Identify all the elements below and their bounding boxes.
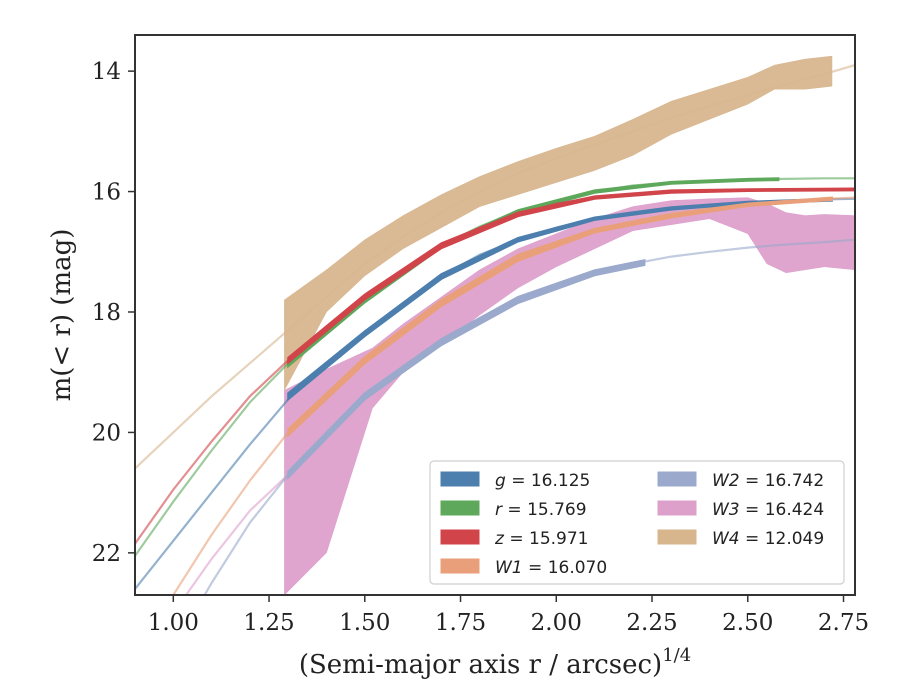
legend-swatch [440,529,480,545]
legend: g = 16.125 r = 15.769 z = 15.971 W1 = 16.07… [429,460,845,585]
legend-item-g: g = 16.125 [440,471,590,491]
axes-frame [134,34,856,596]
legend-symbol: g [495,471,506,491]
legend-symbol: W1 [495,558,523,578]
x-tick-label: 1.50 [339,610,390,636]
legend-label: W4 = 12.049 [712,529,824,549]
legend-swatch [440,558,480,574]
legend-equals: = [740,500,765,520]
series-w2 [203,238,855,595]
legend-value: 15.769 [527,500,586,520]
y-tick-label: 20 [92,420,121,446]
data-band [284,55,833,391]
legend-item-r: r = 15.769 [440,500,587,520]
x-tick-label: 2.50 [722,610,773,636]
x-tick-label: 1.75 [435,610,486,636]
legend-label: W3 = 16.424 [712,500,824,520]
legend-value: 15.971 [529,529,588,549]
legend-symbol: W4 [712,529,740,549]
x-tick-label: 2.00 [531,610,582,636]
legend-item-w4: W4 = 12.049 [657,529,824,549]
legend-item-w1: W1 = 16.070 [440,558,607,578]
model-curve [184,473,289,595]
x-axis-label-text: (Semi-major axis r / arcsec) [299,650,662,680]
legend-label: W2 = 16.742 [712,471,824,491]
legend-equals: = [506,471,531,491]
legend-label: W1 = 16.070 [495,558,607,578]
legend-item-w3: W3 = 16.424 [657,500,824,520]
legend-equals: = [740,471,765,491]
legend-label: r = 15.769 [495,500,587,520]
legend-swatch [657,500,697,516]
series-w4 [135,55,855,470]
y-tick-label: 22 [92,541,121,567]
legend-label: g = 16.125 [495,471,590,491]
x-axis: 1.00 1.25 1.50 1.75 2.00 2.25 2.50 2.75 [148,595,869,636]
x-axis-label: (Semi-major axis r / arcsec)1/4 [299,645,691,680]
data-band [287,187,855,365]
y-axis: 14 16 18 20 22 [92,59,135,567]
series-z [135,187,855,545]
y-tick-label: 18 [92,300,121,326]
legend-item-w2: W2 = 16.742 [657,471,824,491]
data-band [287,196,833,438]
y-axis-label: m(< r) (mag) [47,229,77,402]
legend-value: 16.424 [765,500,824,520]
x-tick-label: 1.00 [148,610,199,636]
legend-equals: = [523,558,548,578]
legend-equals: = [504,529,529,549]
legend-swatch [657,529,697,545]
legend-value: 12.049 [765,529,824,549]
legend-equals: = [502,500,527,520]
y-tick-label: 16 [92,180,121,206]
series-w3 [184,197,855,595]
x-tick-label: 2.75 [818,610,869,636]
legend-value: 16.070 [548,558,607,578]
legend-symbol: W2 [712,471,740,491]
legend-symbol: W3 [712,500,740,520]
x-tick-label: 2.25 [626,610,677,636]
data-band [287,258,646,481]
x-axis-label-exponent: 1/4 [662,645,691,666]
y-tick-label: 14 [92,59,121,85]
legend-item-z: z = 15.971 [440,529,588,549]
legend-swatch [440,500,480,516]
legend-value: 16.125 [531,471,590,491]
x-tick-label: 1.25 [243,610,294,636]
plot-area [135,55,855,595]
legend-symbol: r [495,500,503,520]
legend-swatch [657,471,697,487]
legend-label: z = 15.971 [494,529,588,549]
legend-box [429,460,845,585]
series-w1 [171,196,855,595]
legend-equals: = [740,529,765,549]
legend-value: 16.742 [765,471,824,491]
data-band [284,197,855,595]
legend-swatch [440,471,480,487]
legend-symbol: z [494,529,505,549]
